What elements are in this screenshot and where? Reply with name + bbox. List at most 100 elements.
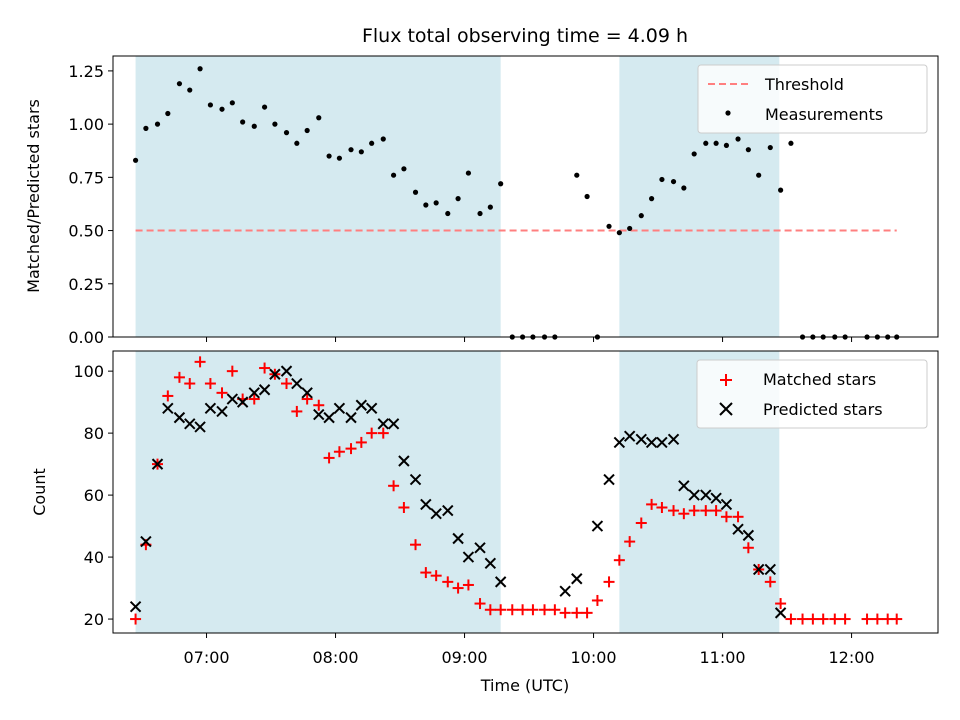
predicted-star-point — [452, 532, 464, 545]
top-panel-frame — [112, 55, 939, 338]
predicted-star-point — [398, 455, 410, 467]
matched-star-point — [764, 576, 776, 588]
measurements-series — [132, 66, 900, 340]
measurement-point — [294, 140, 300, 146]
matched-star-point — [366, 427, 378, 439]
measurement-point — [336, 155, 343, 161]
predicted-star-point — [656, 436, 668, 449]
matched-star-point — [807, 613, 819, 625]
measurements-legend-label: Measurements — [765, 105, 883, 124]
measurement-point — [390, 172, 397, 178]
x-tick-label: 12:00 — [829, 648, 875, 667]
measurement-point — [207, 102, 214, 108]
predicted-star-point — [291, 377, 303, 390]
matched-star-point — [452, 582, 464, 594]
measurement-point — [283, 130, 290, 136]
matched-star-point — [839, 613, 851, 625]
predicted-star-point — [559, 585, 571, 597]
matched-star-point — [635, 517, 647, 529]
predicted-star-point — [140, 535, 152, 548]
matched-star-point — [817, 613, 829, 625]
predicted-star-point — [645, 436, 658, 449]
x-axis-label: Time (UTC) — [480, 676, 569, 695]
matched-star-point — [204, 378, 216, 390]
matched-star-point — [559, 607, 571, 619]
measurement-point — [187, 87, 193, 93]
matched-star-point — [603, 576, 615, 588]
top-y-tick-label: 1.00 — [68, 115, 104, 134]
matched-star-point — [495, 604, 507, 616]
matched-star-point — [345, 443, 357, 455]
matched-star-point — [398, 501, 410, 513]
matched-star-point — [506, 604, 518, 616]
observing-window-top-0 — [135, 56, 501, 337]
x-tick-label: 08:00 — [312, 648, 358, 667]
matched-star-point — [313, 399, 325, 411]
matched-star-point — [571, 607, 583, 619]
predicted-star-point — [494, 576, 507, 588]
matched-stars-legend-swatch — [720, 374, 732, 386]
measurement-point — [487, 204, 493, 210]
top-y-axis-label: Matched/Predicted stars — [24, 99, 43, 293]
matched-star-point — [474, 598, 486, 610]
predicted-star-point — [173, 411, 186, 424]
matched-star-point — [797, 613, 809, 625]
predicted-star-point — [280, 365, 293, 377]
measurement-point — [455, 196, 461, 202]
predicted-star-point — [151, 458, 164, 470]
measurement-point — [703, 140, 709, 146]
predicted-star-point — [313, 408, 325, 421]
measurement-point — [670, 178, 677, 185]
predicted-star-point — [474, 542, 486, 554]
x-tick-label: 09:00 — [441, 648, 487, 667]
matched-star-point — [700, 505, 712, 517]
matched-star-point — [742, 542, 754, 554]
measurement-point — [767, 144, 773, 151]
top-y-tick-label: 0.50 — [68, 222, 104, 241]
matched-star-point — [355, 436, 367, 448]
x-tick-label: 10:00 — [570, 648, 616, 667]
bottom-observing-windows — [135, 351, 780, 633]
predicted-star-point — [204, 402, 217, 415]
measurements-legend-swatch — [725, 110, 731, 116]
measurement-point — [412, 189, 419, 195]
predicted-star-point — [387, 418, 400, 430]
predicted-star-point — [720, 498, 733, 511]
matched-star-point — [430, 570, 442, 582]
predicted-star-point — [226, 393, 239, 405]
matched-star-point — [484, 604, 496, 616]
matched-star-point — [517, 604, 529, 616]
matched-star-point — [785, 613, 797, 625]
measurement-point — [348, 147, 354, 153]
predicted-star-point — [603, 473, 615, 486]
matched-star-point — [333, 446, 345, 458]
measurement-point — [498, 181, 504, 187]
matched-star-point — [259, 362, 271, 374]
top-legend-box — [697, 64, 928, 134]
bottom-panel: 20 40 60 80 100 07:00 08:00 09:00 10:00 11:00 12:… — [30, 350, 939, 695]
matched-star-point — [732, 511, 744, 523]
measurement-point — [304, 127, 310, 134]
measurement-point — [616, 230, 622, 236]
predicted-star-point — [442, 504, 454, 517]
measurement-point — [326, 153, 332, 159]
predicted-star-point — [269, 368, 281, 380]
predicted-star-point — [129, 600, 142, 613]
measurement-point — [584, 193, 590, 200]
measurement-point — [143, 125, 149, 131]
matched-star-point — [462, 579, 474, 591]
top-y-axis: 0.00 0.25 0.50 0.75 1.00 1.25 — [68, 62, 113, 347]
top-panel: 0.00 0.25 0.50 0.75 1.00 1.25 Matched/Predict… — [24, 55, 939, 347]
measurement-point — [465, 170, 472, 176]
matched-star-point — [775, 598, 787, 610]
top-x-ticks — [206, 337, 853, 342]
measurement-point — [606, 223, 612, 229]
predicted-star-point — [323, 411, 335, 424]
observing-window-bottom-0 — [135, 351, 501, 633]
matched-star-point — [162, 390, 174, 402]
predicted-star-point — [345, 411, 357, 424]
measurement-point — [756, 172, 762, 178]
matched-star-point — [216, 387, 228, 399]
measurement-point — [272, 121, 278, 127]
